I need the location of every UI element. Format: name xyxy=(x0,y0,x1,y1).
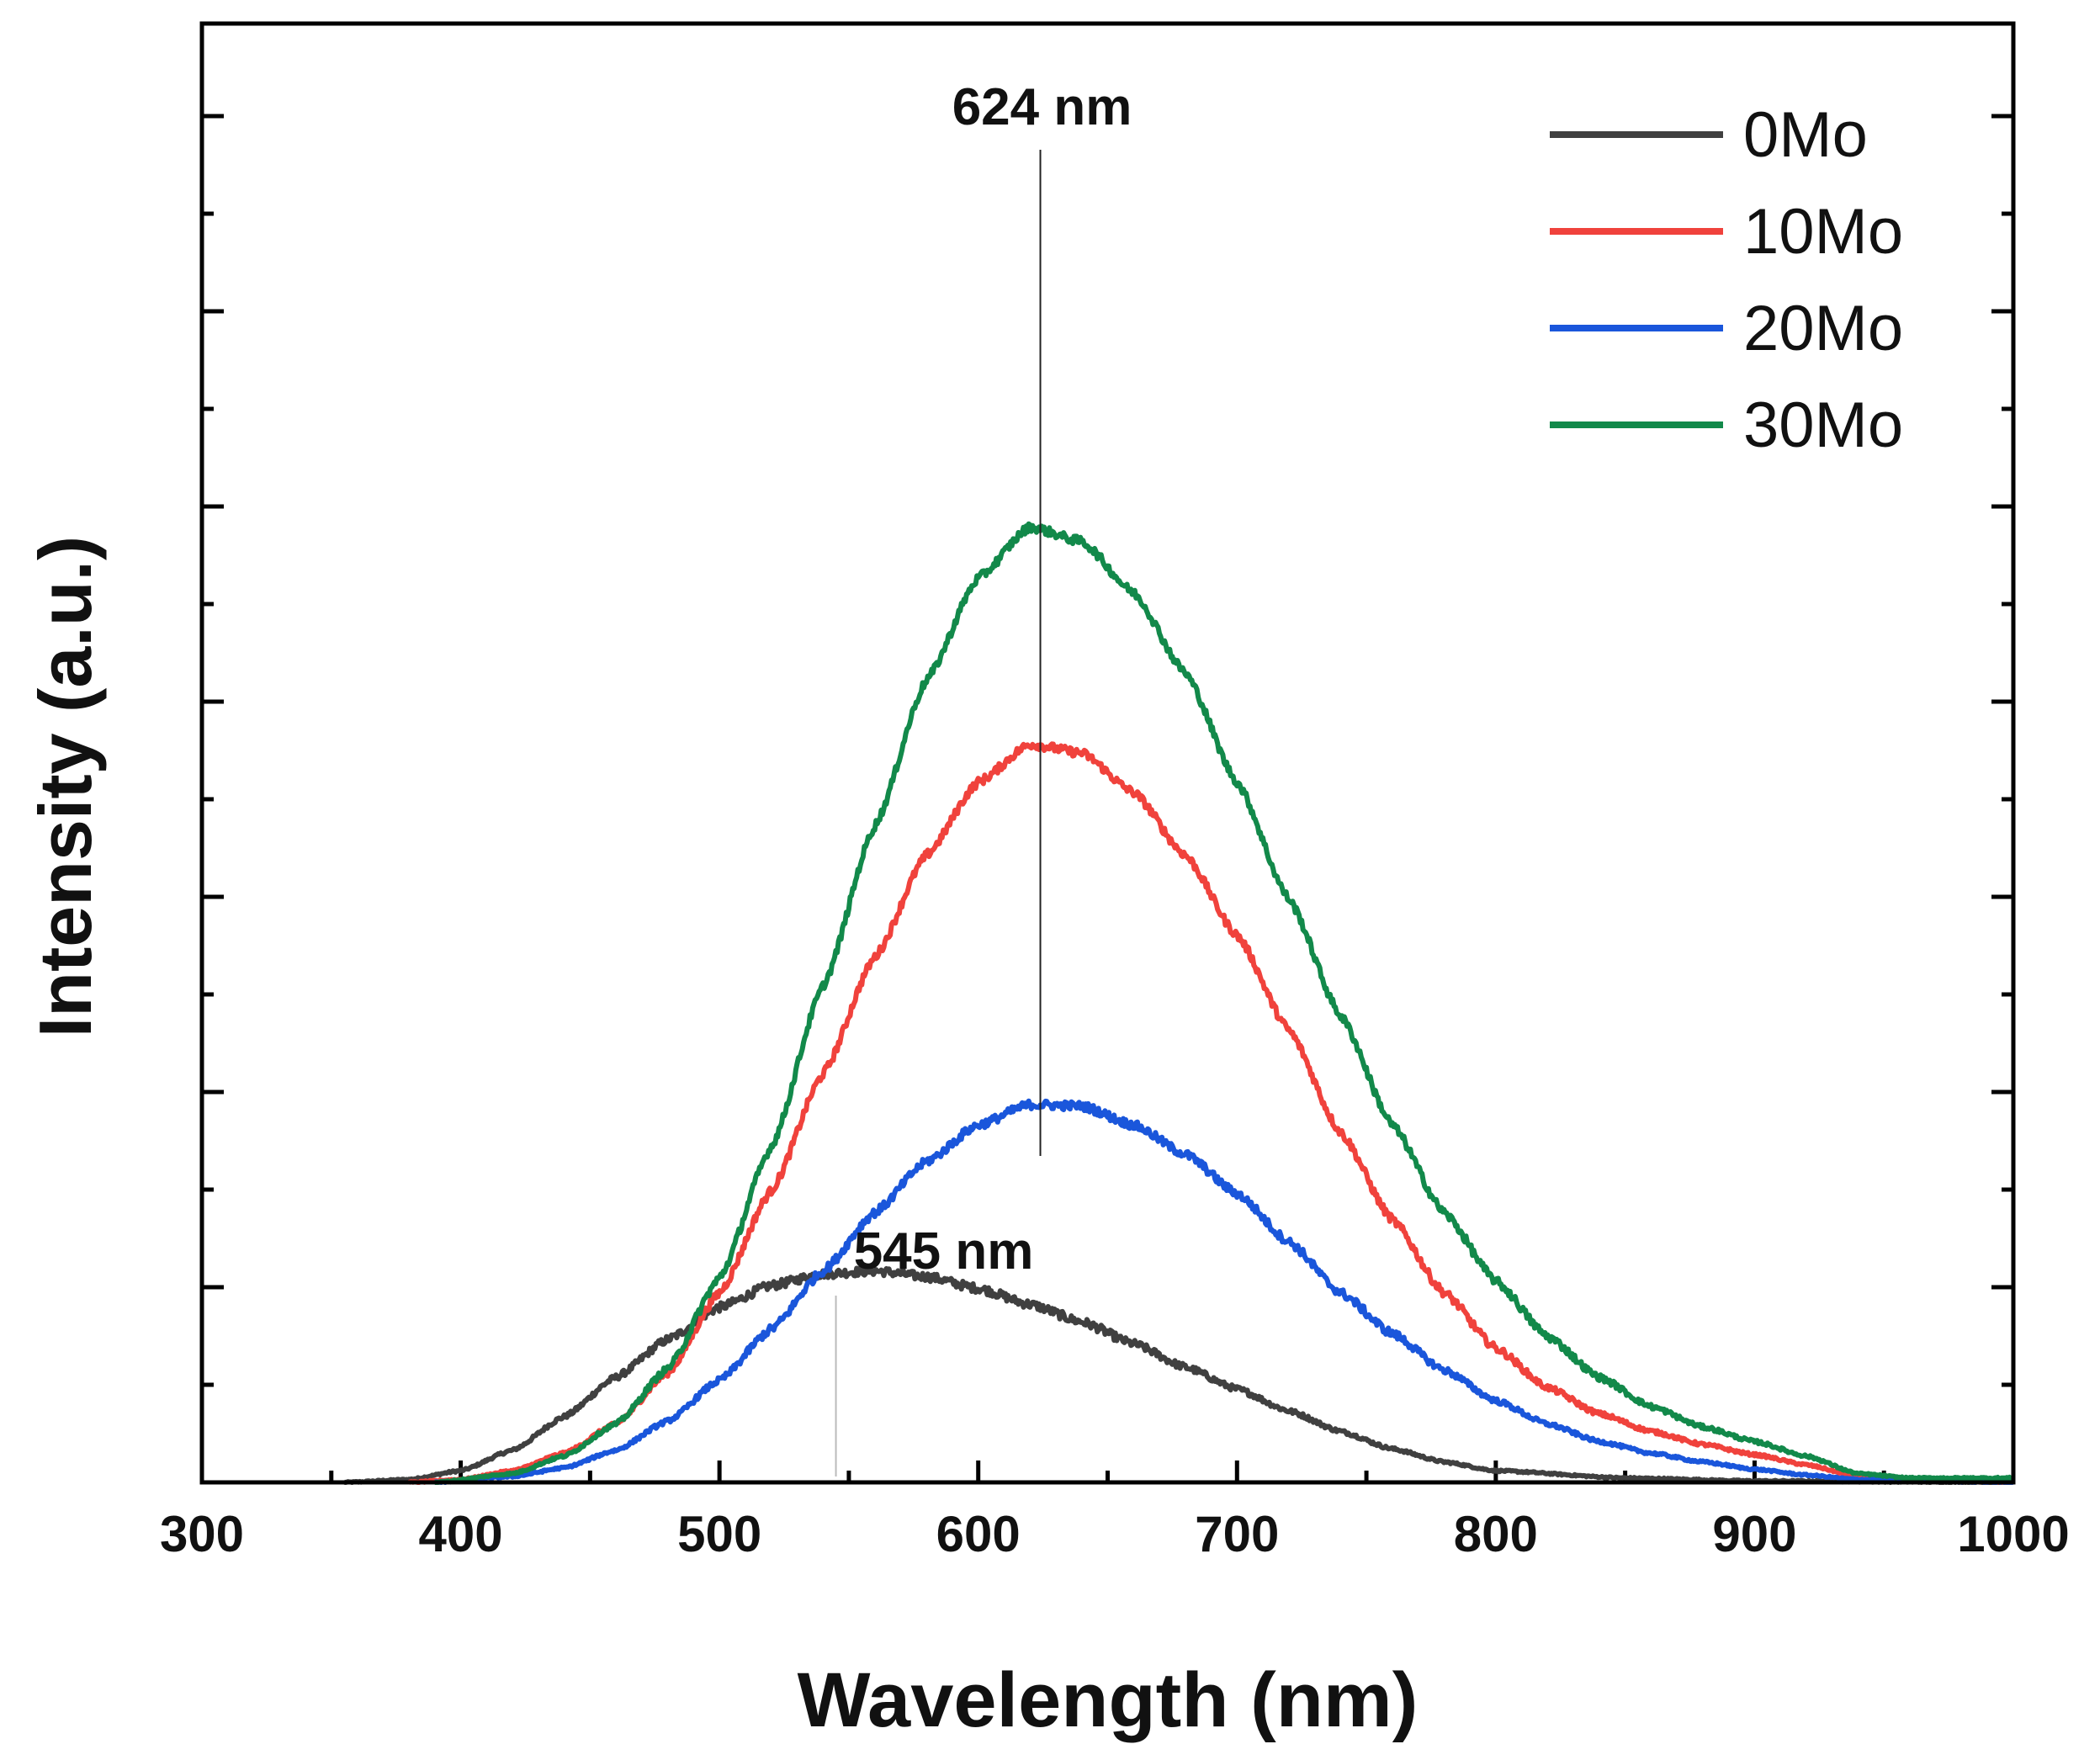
x-tick-label: 900 xyxy=(1712,1506,1796,1562)
x-axis-title: Wavelength (nm) xyxy=(798,1657,1419,1743)
series-line-10Mo xyxy=(407,741,2015,1485)
x-tick-label: 300 xyxy=(160,1506,244,1562)
x-tick-label: 500 xyxy=(677,1506,761,1562)
y-axis-title: Intensity (a.u.) xyxy=(24,536,107,1038)
legend: 0Mo 10Mo 20Mo 30Mo xyxy=(1550,99,1903,461)
annotations: 624 nm 545 nm xyxy=(835,78,1132,1476)
x-tick-labels: 300 400 500 600 700 800 900 1000 xyxy=(160,1506,2070,1562)
x-tick-label: 400 xyxy=(419,1506,503,1562)
plot-frame xyxy=(199,21,2016,1485)
legend-label-0Mo: 0Mo xyxy=(1743,99,1868,171)
legend-label-20Mo: 20Mo xyxy=(1743,293,1903,364)
peak-label-545: 545 nm xyxy=(854,1222,1034,1280)
legend-label-10Mo: 10Mo xyxy=(1743,196,1903,268)
legend-label-30Mo: 30Mo xyxy=(1743,390,1903,461)
peak-label-624: 624 nm xyxy=(952,78,1132,136)
series-line-30Mo xyxy=(433,521,2015,1485)
x-tick-label: 1000 xyxy=(1957,1506,2069,1562)
x-tick-label: 600 xyxy=(936,1506,1021,1562)
x-tick-label: 800 xyxy=(1454,1506,1538,1562)
series-line-20Mo xyxy=(433,1098,2015,1485)
x-tick-label: 700 xyxy=(1195,1506,1279,1562)
